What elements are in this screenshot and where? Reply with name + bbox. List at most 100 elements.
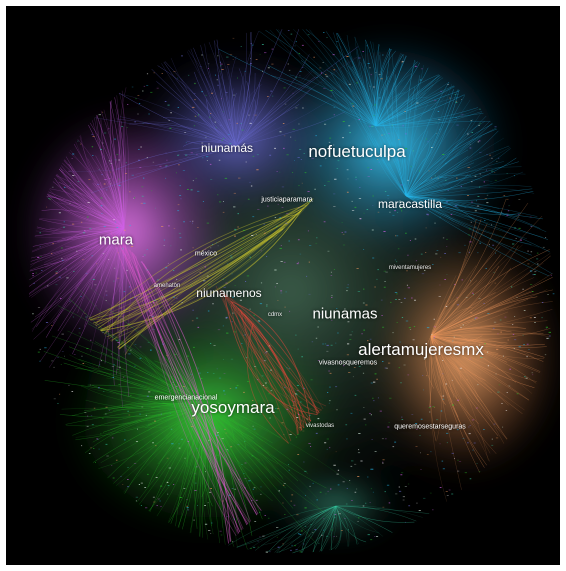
node-speck — [380, 78, 383, 80]
node-speck — [530, 226, 533, 227]
node-speck — [197, 326, 200, 328]
node-speck — [472, 449, 474, 451]
node-speck — [135, 98, 137, 100]
node-speck — [351, 460, 354, 462]
node-speck — [294, 545, 296, 547]
node-speck — [185, 154, 188, 156]
node-speck — [491, 444, 494, 446]
node-speck — [127, 486, 130, 488]
node-speck — [450, 214, 453, 215]
node-speck — [319, 165, 322, 167]
node-speck — [252, 488, 254, 490]
node-speck — [271, 63, 274, 65]
node-speck — [351, 331, 354, 333]
node-speck — [445, 179, 447, 181]
node-speck — [362, 302, 365, 304]
node-speck — [367, 167, 369, 169]
node-speck — [92, 136, 95, 137]
node-speck — [488, 244, 490, 246]
node-speck — [258, 321, 261, 323]
label-mara: mara — [98, 231, 134, 249]
node-speck — [179, 185, 181, 187]
node-speck — [208, 439, 210, 441]
hub-edge-fan — [28, 87, 131, 408]
node-speck — [414, 238, 417, 240]
node-speck — [115, 339, 118, 341]
node-speck — [380, 352, 382, 353]
node-speck — [282, 502, 284, 504]
node-speck — [256, 154, 259, 156]
node-speck — [254, 521, 257, 522]
node-speck — [460, 185, 462, 187]
node-speck — [266, 256, 268, 257]
node-speck — [294, 139, 296, 141]
node-speck — [106, 330, 109, 332]
node-speck — [164, 101, 167, 102]
node-speck — [446, 201, 448, 203]
node-speck — [149, 315, 152, 316]
node-speck — [124, 439, 126, 441]
node-speck — [148, 113, 150, 115]
node-speck — [62, 259, 64, 261]
node-speck — [105, 443, 108, 445]
node-speck — [478, 298, 481, 299]
node-speck — [388, 148, 391, 149]
node-speck — [370, 382, 373, 384]
node-speck — [297, 454, 300, 455]
node-speck — [478, 471, 481, 472]
node-speck — [367, 176, 370, 177]
node-speck — [281, 186, 285, 188]
node-speck — [436, 419, 439, 421]
node-speck — [77, 140, 79, 142]
node-speck — [146, 73, 149, 75]
node-speck — [269, 551, 271, 553]
node-speck — [363, 249, 365, 250]
node-speck — [314, 188, 316, 190]
node-speck — [193, 125, 196, 127]
node-speck — [163, 239, 165, 241]
node-speck — [486, 154, 488, 156]
node-speck — [82, 232, 86, 234]
node-speck — [113, 219, 115, 221]
node-speck — [188, 74, 190, 76]
node-speck — [324, 185, 326, 186]
node-speck — [369, 413, 371, 414]
node-speck — [400, 184, 403, 186]
node-speck — [41, 270, 43, 271]
node-speck — [491, 157, 493, 159]
node-speck — [178, 232, 182, 234]
node-speck — [176, 278, 178, 280]
node-speck — [130, 349, 132, 351]
label-niunamas: niunamas — [312, 305, 378, 323]
node-speck — [143, 254, 146, 256]
node-speck — [295, 436, 298, 438]
node-speck — [217, 194, 219, 196]
node-speck — [505, 410, 508, 411]
node-speck — [205, 156, 209, 158]
node-speck — [100, 197, 103, 199]
node-speck — [423, 497, 426, 499]
node-speck — [306, 418, 309, 420]
node-speck — [360, 460, 363, 462]
node-speck — [254, 114, 257, 116]
node-speck — [342, 233, 345, 235]
node-speck — [247, 198, 250, 200]
node-speck — [199, 272, 202, 273]
node-speck — [225, 316, 228, 318]
node-speck — [51, 360, 54, 362]
node-speck — [124, 344, 126, 346]
node-speck — [131, 174, 134, 176]
node-speck — [86, 216, 89, 218]
node-speck — [358, 153, 360, 155]
node-speck — [216, 434, 219, 436]
node-speck — [295, 549, 298, 551]
node-speck — [383, 231, 386, 232]
node-speck — [197, 420, 200, 422]
node-speck — [208, 63, 210, 65]
label-niunamas-accent: niunamás — [200, 141, 254, 155]
node-speck — [425, 252, 427, 253]
node-speck — [299, 551, 302, 553]
node-speck — [536, 252, 539, 254]
node-speck — [205, 94, 207, 96]
node-speck — [194, 82, 196, 84]
